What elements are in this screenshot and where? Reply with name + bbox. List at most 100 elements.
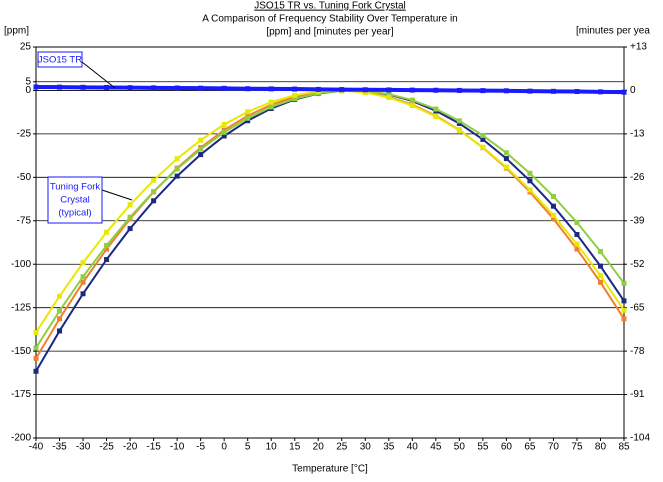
y-tick-label: -150 <box>11 346 31 357</box>
y-tick-label: 25 <box>20 42 32 53</box>
series-line <box>35 84 625 95</box>
data-point <box>33 345 39 351</box>
x-tick-label: -10 <box>170 442 185 453</box>
y2-axis-label: [minutes per yea <box>576 26 650 37</box>
data-point <box>456 87 462 93</box>
data-point <box>621 316 627 322</box>
series-line <box>35 89 625 349</box>
y2-tick-label: 0 <box>630 85 636 96</box>
data-point <box>550 216 556 222</box>
data-point <box>433 87 439 93</box>
x-tick-label: 75 <box>571 442 583 453</box>
data-point <box>57 328 63 334</box>
data-point <box>480 136 486 142</box>
y2-tick-label: -104 <box>630 433 650 444</box>
data-point <box>127 226 133 232</box>
data-point <box>386 91 392 97</box>
annotation-text: Tuning Fork <box>50 182 101 193</box>
y2-tick-label: -52 <box>630 259 645 270</box>
data-point <box>292 86 298 92</box>
chart-title: JSO15 TR vs. Tuning Fork Crystal <box>254 1 406 12</box>
data-point <box>292 92 298 98</box>
data-point <box>456 127 462 133</box>
chart-subtitle: A Comparison of Frequency Stability Over… <box>202 14 458 25</box>
data-point <box>503 164 509 170</box>
data-point <box>221 85 227 91</box>
data-point <box>104 257 110 263</box>
data-point <box>151 189 157 195</box>
data-point <box>80 279 86 285</box>
data-point <box>104 229 110 235</box>
data-point <box>57 308 63 314</box>
y-tick-label: -75 <box>17 215 32 226</box>
data-point <box>433 114 439 120</box>
series-line <box>35 89 625 372</box>
data-point <box>527 88 533 94</box>
data-point <box>621 298 627 304</box>
x-axis-label: Temperature [°C] <box>292 464 368 475</box>
data-point <box>550 203 556 209</box>
data-point <box>621 307 627 313</box>
y-tick-label: -200 <box>11 433 31 444</box>
data-point <box>574 241 580 247</box>
x-tick-label: 55 <box>477 442 489 453</box>
annotation-text: JSO15 TR <box>38 55 82 66</box>
plot-frame <box>35 46 625 439</box>
data-point <box>221 122 227 128</box>
data-point <box>245 115 251 121</box>
series-group <box>33 84 627 374</box>
y2-tick-label: -91 <box>630 389 645 400</box>
data-point <box>127 85 133 91</box>
data-point <box>80 260 86 266</box>
y2-tick-label: -78 <box>630 346 645 357</box>
y-tick-label: -175 <box>11 389 31 400</box>
data-point <box>33 330 39 336</box>
y-tick-label: 0 <box>25 85 31 96</box>
data-point <box>362 90 368 96</box>
data-point <box>268 86 274 92</box>
data-point <box>127 202 133 208</box>
series-line <box>35 89 625 334</box>
y-tick-label: -25 <box>17 129 32 140</box>
x-tick-label: 20 <box>313 442 325 453</box>
x-tick-label: -20 <box>123 442 138 453</box>
data-point <box>198 137 204 143</box>
data-point <box>268 104 274 110</box>
data-point <box>574 220 580 226</box>
y2-tick-label: -65 <box>630 302 645 313</box>
x-tick-label: 80 <box>595 442 607 453</box>
annotation-jso: JSO15 TR <box>37 51 116 89</box>
data-point <box>151 198 157 204</box>
data-point <box>527 187 533 193</box>
data-point <box>574 88 580 94</box>
x-tick-label: 40 <box>407 442 419 453</box>
x-tick-label: 30 <box>360 442 372 453</box>
data-point <box>198 85 204 91</box>
data-point <box>503 88 509 94</box>
y2-tick-label: +13 <box>630 42 647 53</box>
data-point <box>151 177 157 183</box>
y2-tick-label: -13 <box>630 129 645 140</box>
data-point <box>574 232 580 238</box>
x-tick-label: -15 <box>146 442 161 453</box>
data-point <box>621 280 627 286</box>
data-point <box>339 87 345 93</box>
data-point <box>315 86 321 92</box>
x-tick-label: 35 <box>383 442 395 453</box>
y2-tick-label: -26 <box>630 172 645 183</box>
annotation-text: Crystal <box>60 195 90 206</box>
x-tick-label: 50 <box>454 442 466 453</box>
data-point <box>480 88 486 94</box>
x-tick-label: -25 <box>99 442 114 453</box>
data-point <box>386 95 392 101</box>
data-point <box>198 146 204 152</box>
data-point <box>245 86 251 92</box>
data-point <box>597 279 603 285</box>
data-point <box>174 173 180 179</box>
data-point <box>80 291 86 297</box>
data-point <box>480 144 486 150</box>
data-point <box>550 88 556 94</box>
data-point <box>198 152 204 158</box>
data-point <box>33 355 39 361</box>
